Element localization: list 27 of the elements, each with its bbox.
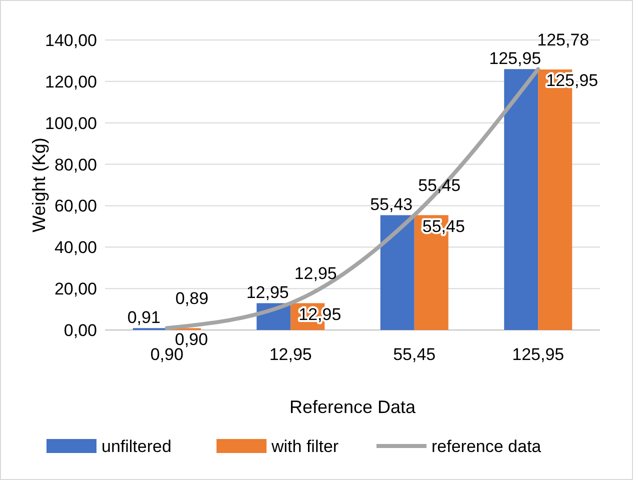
- bar: [380, 215, 414, 330]
- x-tick-label: 55,45: [393, 345, 436, 364]
- y-axis-title: Weight (Kg): [29, 138, 49, 232]
- x-tick-label: 125,95: [512, 345, 564, 364]
- y-tick-label: 40,00: [54, 238, 97, 258]
- y-tick-label: 60,00: [54, 196, 97, 216]
- data-label: 0,91: [127, 308, 160, 328]
- bar: [504, 69, 538, 330]
- data-label: 12,95: [294, 264, 337, 284]
- data-label: 55,45: [418, 176, 461, 196]
- y-tick-label: 140,00: [45, 31, 97, 50]
- data-label: 125,78: [537, 30, 590, 50]
- line-series: [164, 67, 540, 330]
- y-tick-label: 100,00: [45, 114, 97, 133]
- legend-label: reference data: [432, 437, 542, 456]
- data-label: 125,95: [489, 49, 542, 68]
- x-axis-title: Reference Data: [289, 397, 417, 417]
- y-tick-label: 20,00: [54, 280, 97, 299]
- y-tick-label: 80,00: [54, 155, 97, 174]
- legend-label: unfiltered: [102, 437, 172, 456]
- data-label: 12,95: [246, 283, 289, 302]
- x-tick-label: 12,95: [269, 345, 312, 364]
- legend-label: with filter: [270, 437, 339, 456]
- y-tick-label: 120,00: [45, 72, 97, 92]
- y-tick-label: 0,00: [64, 321, 97, 340]
- data-label: 55,43: [370, 195, 413, 214]
- data-label: 0,89: [175, 289, 208, 308]
